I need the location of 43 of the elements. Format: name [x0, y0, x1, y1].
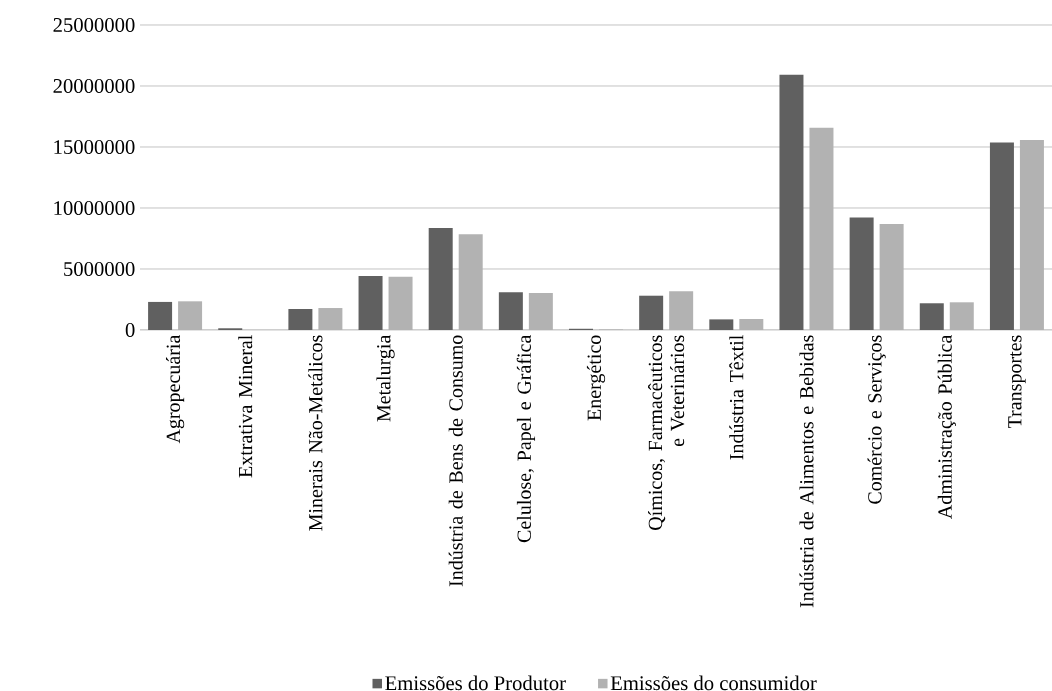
bar — [1019, 140, 1044, 330]
y-tick-label: 10000000 — [54, 201, 135, 215]
bar — [388, 276, 413, 330]
bar — [148, 301, 173, 330]
bar — [178, 301, 203, 330]
bar — [639, 295, 664, 330]
bar — [989, 142, 1014, 330]
bar — [779, 74, 804, 330]
bar — [428, 228, 453, 330]
bar — [709, 319, 734, 330]
x-tick-label: Indústria Têxtil — [729, 335, 744, 460]
y-tick-label: 5000000 — [64, 262, 135, 276]
bar — [849, 217, 874, 330]
x-tick-label: Qímicos, Farmacêuticos e Veterinários — [648, 335, 685, 530]
bar — [669, 291, 694, 330]
bar — [358, 275, 383, 330]
x-tick-label: Transportes — [1008, 335, 1026, 429]
y-tick-label: 15000000 — [54, 140, 135, 154]
bar — [318, 308, 343, 330]
x-tick-label: Administração Pública — [937, 334, 956, 519]
legend-label: Emissões do consumidor — [610, 675, 817, 691]
bar — [498, 292, 523, 330]
y-tick-label: 20000000 — [53, 79, 135, 93]
x-tick-label: Indústria de Bens de Consumo — [448, 335, 463, 587]
bar — [919, 303, 944, 330]
bar — [809, 127, 834, 330]
x-tick-label: Indústria de Alimentos e Bebidas — [799, 335, 814, 608]
y-tick-label: 25000000 — [53, 18, 135, 32]
x-tick-label: Celulose, Papel e Gráfica — [516, 334, 536, 543]
x-tick-label: Extrativa Mineral — [238, 335, 253, 478]
x-tick-label: Metalurgia — [376, 334, 395, 422]
bar — [528, 293, 553, 330]
y-tick-label: 0 — [125, 323, 135, 337]
x-tick-label: Agropecuária — [165, 334, 185, 444]
legend-label: Emissões do Produtor — [385, 675, 566, 691]
bar — [288, 309, 313, 330]
bar — [949, 302, 974, 330]
x-tick-label: Minerais Não-Metálicos — [308, 335, 323, 531]
bar — [879, 223, 904, 330]
bar — [739, 319, 764, 330]
x-tick-label: Comércio e Serviços — [867, 335, 886, 504]
x-tick-label: Energético — [586, 335, 606, 421]
bar — [458, 234, 483, 330]
